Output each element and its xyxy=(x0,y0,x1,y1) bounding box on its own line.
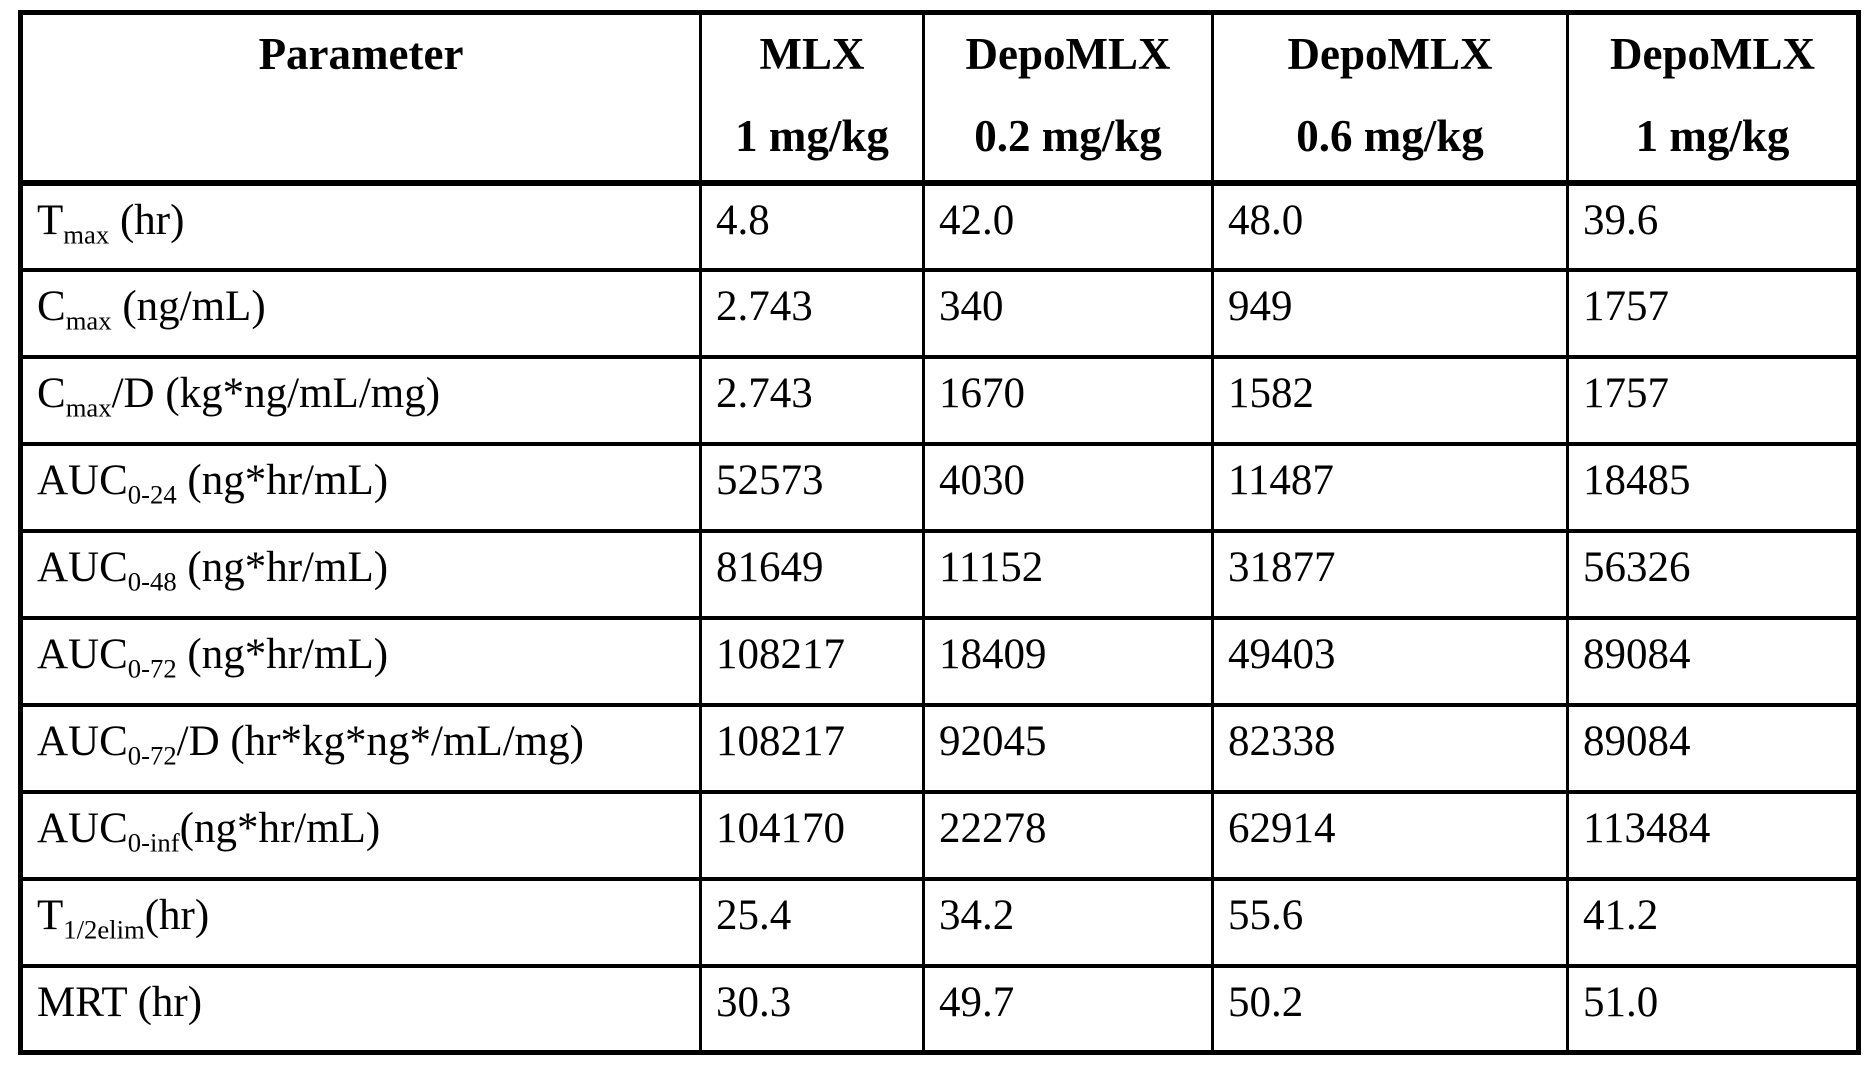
param-cell: AUC0-72/D (hr*kg*ng*/mL/mg) xyxy=(19,702,702,794)
header-depomlx-06mgkg: DepoMLX 0.6 mg/kg xyxy=(1211,11,1569,186)
value-cell: 30.3 xyxy=(699,963,925,1055)
table-row-auc0-inf: AUC0-inf(ng*hr/mL) 104170 22278 62914 11… xyxy=(19,789,1860,881)
value-cell: 11152 xyxy=(922,528,1214,620)
param-subscript: 0-48 xyxy=(127,566,177,597)
param-subscript: max xyxy=(65,392,112,423)
param-subscript: max xyxy=(63,219,110,250)
table-row-cmax-d: Cmax/D (kg*ng/mL/mg) 2.743 1670 1582 175… xyxy=(19,354,1860,446)
header-parameter: Parameter xyxy=(19,11,702,186)
param-cell: MRT (hr) xyxy=(19,963,702,1055)
value-cell: 108217 xyxy=(699,702,925,794)
value-cell: 22278 xyxy=(922,789,1214,881)
value-cell: 18485 xyxy=(1566,441,1860,533)
param-subscript: 0-inf xyxy=(127,827,180,858)
column-dose: 1 mg/kg xyxy=(735,111,889,161)
value-cell: 11487 xyxy=(1211,441,1569,533)
value-cell: 82338 xyxy=(1211,702,1569,794)
value-cell: 18409 xyxy=(922,615,1214,707)
table-row-auc0-72-d: AUC0-72/D (hr*kg*ng*/mL/mg) 108217 92045… xyxy=(19,702,1860,794)
table-row-auc0-72: AUC0-72 (ng*hr/mL) 108217 18409 49403 89… xyxy=(19,615,1860,707)
value-cell: 1757 xyxy=(1566,267,1860,359)
value-cell: 25.4 xyxy=(699,876,925,968)
param-subscript: 0-72 xyxy=(127,740,177,771)
table-row-auc0-48: AUC0-48 (ng*hr/mL) 81649 11152 31877 563… xyxy=(19,528,1860,620)
value-cell: 34.2 xyxy=(922,876,1214,968)
value-cell: 49.7 xyxy=(922,963,1214,1055)
column-dose: 0.6 mg/kg xyxy=(1296,111,1484,161)
pharmacokinetics-table: Parameter MLX 1 mg/kg DepoMLX 0.2 mg/kg De… xyxy=(18,10,1861,1055)
table-row-t12elim: T1/2elim(hr) 25.4 34.2 55.6 41.2 xyxy=(19,876,1860,968)
column-dose: 1 mg/kg xyxy=(1635,111,1790,161)
table-row-tmax: Tmax (hr) 4.8 42.0 48.0 39.6 xyxy=(19,180,1860,272)
param-subscript: max xyxy=(65,305,112,336)
value-cell: 56326 xyxy=(1566,528,1860,620)
table-row-mrt: MRT (hr) 30.3 49.7 50.2 51.0 xyxy=(19,963,1860,1055)
value-cell: 39.6 xyxy=(1566,180,1860,272)
value-cell: 4.8 xyxy=(699,180,925,272)
param-cell: Cmax (ng/mL) xyxy=(19,267,702,359)
column-title: DepoMLX xyxy=(1287,29,1493,79)
value-cell: 49403 xyxy=(1211,615,1569,707)
value-cell: 108217 xyxy=(699,615,925,707)
value-cell: 113484 xyxy=(1566,789,1860,881)
value-cell: 48.0 xyxy=(1211,180,1569,272)
value-cell: 1582 xyxy=(1211,354,1569,446)
value-cell: 55.6 xyxy=(1211,876,1569,968)
value-cell: 2.743 xyxy=(699,354,925,446)
value-cell: 52573 xyxy=(699,441,925,533)
value-cell: 340 xyxy=(922,267,1214,359)
param-subscript: 0-24 xyxy=(127,479,177,510)
value-cell: 41.2 xyxy=(1566,876,1860,968)
header-mlx-1mgkg: MLX 1 mg/kg xyxy=(699,11,925,186)
param-cell: AUC0-24 (ng*hr/mL) xyxy=(19,441,702,533)
value-cell: 62914 xyxy=(1211,789,1569,881)
header-row: Parameter MLX 1 mg/kg DepoMLX 0.2 mg/kg De… xyxy=(19,11,1860,186)
param-cell: T1/2elim(hr) xyxy=(19,876,702,968)
column-title: Parameter xyxy=(258,29,464,79)
value-cell: 81649 xyxy=(699,528,925,620)
value-cell: 51.0 xyxy=(1566,963,1860,1055)
value-cell: 89084 xyxy=(1566,615,1860,707)
column-title: DepoMLX xyxy=(965,29,1171,79)
value-cell: 104170 xyxy=(699,789,925,881)
value-cell: 89084 xyxy=(1566,702,1860,794)
header-depomlx-02mgkg: DepoMLX 0.2 mg/kg xyxy=(922,11,1214,186)
value-cell: 1757 xyxy=(1566,354,1860,446)
param-subscript: 1/2elim xyxy=(63,914,145,945)
value-cell: 31877 xyxy=(1211,528,1569,620)
param-cell: AUC0-48 (ng*hr/mL) xyxy=(19,528,702,620)
param-subscript: 0-72 xyxy=(127,653,177,684)
value-cell: 50.2 xyxy=(1211,963,1569,1055)
value-cell: 42.0 xyxy=(922,180,1214,272)
table-row-cmax: Cmax (ng/mL) 2.743 340 949 1757 xyxy=(19,267,1860,359)
column-title: MLX xyxy=(759,29,865,79)
param-cell: AUC0-72 (ng*hr/mL) xyxy=(19,615,702,707)
value-cell: 1670 xyxy=(922,354,1214,446)
header-depomlx-1mgkg: DepoMLX 1 mg/kg xyxy=(1566,11,1860,186)
value-cell: 4030 xyxy=(922,441,1214,533)
value-cell: 92045 xyxy=(922,702,1214,794)
value-cell: 2.743 xyxy=(699,267,925,359)
column-dose: 0.2 mg/kg xyxy=(974,111,1162,161)
param-cell: Cmax/D (kg*ng/mL/mg) xyxy=(19,354,702,446)
value-cell: 949 xyxy=(1211,267,1569,359)
param-cell: Tmax (hr) xyxy=(19,180,702,272)
param-cell: AUC0-inf(ng*hr/mL) xyxy=(19,789,702,881)
table-row-auc0-24: AUC0-24 (ng*hr/mL) 52573 4030 11487 1848… xyxy=(19,441,1860,533)
column-title: DepoMLX xyxy=(1610,29,1815,79)
